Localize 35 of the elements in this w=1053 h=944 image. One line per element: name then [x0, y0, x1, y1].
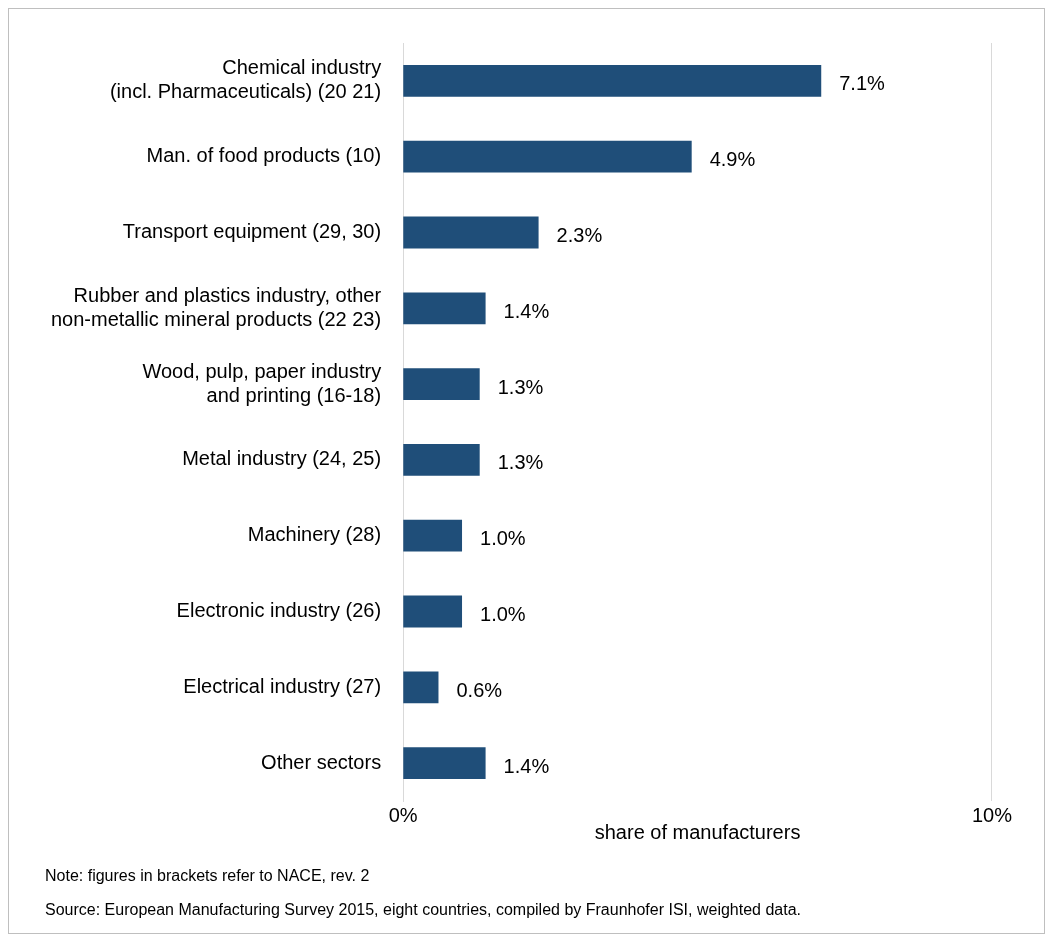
y-tick-label: Chemical industry (incl. Pharmaceuticals) (20 21): [109, 56, 382, 103]
y-tick-label: Wood, pulp, paper industry and printing (16-18): [142, 359, 382, 406]
y-tick-label: Man. of food products (10): [146, 144, 382, 167]
y-tick-label: Electrical industry (27): [183, 674, 382, 697]
y-tick-label: Electronic industry (26): [176, 599, 382, 622]
x-tick-label: 0%: [388, 803, 418, 826]
bar: [403, 64, 822, 97]
data-label: 1.4%: [503, 754, 550, 777]
y-tick-label: Machinery (28): [247, 523, 382, 546]
bar: [403, 443, 480, 476]
y-tick-label: Other sectors: [261, 750, 382, 773]
data-label: 0.6%: [456, 678, 503, 701]
x-tick-label: 10%: [971, 803, 1013, 826]
data-label: 2.3%: [556, 224, 603, 247]
data-label: 1.3%: [497, 375, 544, 398]
x-axis-title: share of manufacturers: [594, 820, 801, 843]
bar: [403, 595, 463, 628]
bar: [403, 671, 439, 704]
source-note: Source: European Manufacturing Survey 2015, eight countries, compiled by Fraunhofer ISI, weighted data.: [45, 900, 802, 920]
data-label: 1.3%: [497, 451, 544, 474]
data-label: 4.9%: [709, 148, 756, 171]
bar: [403, 216, 539, 249]
bar: [403, 292, 486, 325]
data-label: 7.1%: [839, 72, 886, 95]
bar: [403, 368, 480, 401]
data-label: 1.0%: [480, 527, 526, 550]
y-tick-label: Rubber and plastics industry, other non-metallic mineral products (22 23): [50, 283, 382, 330]
bar: [403, 747, 486, 780]
y-tick-label: Transport equipment (29, 30): [122, 220, 382, 243]
data-label: 1.0%: [480, 603, 526, 626]
text: Note: figures in brackets refer to NACE, rev. 2: [45, 866, 371, 886]
y-tick-label: Metal industry (24, 25): [182, 447, 382, 470]
bar: [403, 519, 463, 552]
data-label: 1.4%: [503, 299, 550, 322]
bar: [403, 140, 692, 173]
